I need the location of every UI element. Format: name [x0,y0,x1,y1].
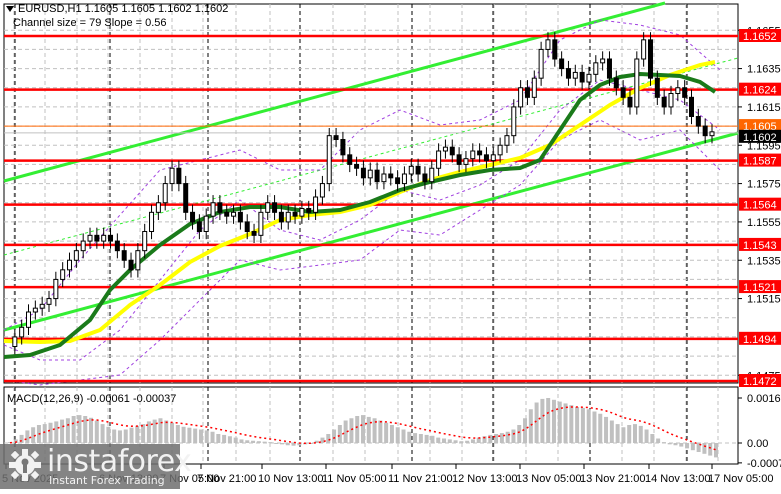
moving-averages [3,60,717,359]
time-tick-label: 11 Nov 05:00 [322,473,387,485]
symbol-ohlc-text: EURUSD,H1 1.1605 1.1605 1.1602 1.1602 [18,3,229,15]
price-tick-label: 1.1535 [747,255,781,267]
price-tick-label: 1.1635 [747,64,781,76]
time-tick-label: 14 Nov 13:00 [645,473,710,485]
svg-text:1.1624: 1.1624 [743,85,777,97]
dropdown-triangle-icon[interactable] [6,6,14,13]
time-tick-label: 11 Nov 21:00 [388,473,453,485]
svg-text:1.1602: 1.1602 [743,132,777,144]
watermark-logo: instaforex Instant Forex Trading [0,444,192,489]
current-price-tag [739,129,781,143]
macd-signal-line [9,406,717,451]
chart-title: EURUSD,H1 1.1605 1.1605 1.1602 1.1602 [6,3,228,15]
time-tick-label: 10 Nov 13:00 [258,473,323,485]
level-price-tag [739,29,781,42]
price-tick-label: 1.1515 [747,294,781,306]
price-tick-label: 1.1575 [747,179,781,191]
level-price-tag [739,280,781,294]
level-price-tag [739,331,781,345]
price-tick-label: 1.1595 [747,140,781,152]
macd-label: MACD(12,26,9) -0.00061 -0.00037 [7,393,177,405]
time-tick-label: 7 Nov 21:00 [197,473,256,485]
svg-text:1.1521: 1.1521 [743,282,777,294]
candlesticks[interactable] [12,32,715,355]
level-price-tag [739,374,781,387]
watermark-tagline: Instant Forex Trading [49,474,165,487]
price-tick-label: 1.1615 [747,102,781,114]
macd-tick-label: -0.00072 [747,458,781,470]
price-tick-label: 1.1555 [747,217,781,229]
svg-text:1.1543: 1.1543 [743,240,777,252]
time-tick-label: 12 Nov 13:00 [452,473,517,485]
level-price-tag [739,237,781,251]
level-price-tag [739,153,781,167]
svg-text:1.1564: 1.1564 [743,200,777,212]
macd-tick-label: 0.00 [747,438,768,450]
level-price-tag [739,82,781,96]
bid-price-tag [739,119,781,133]
time-tick-label: 13 Nov 21:00 [580,473,645,485]
time-tick-label: 13 Nov 05:00 [516,473,581,485]
svg-text:1.1652: 1.1652 [743,31,777,43]
price-pane [3,3,739,384]
channel-info: Channel size = 79 Slope = 0.56 [13,17,167,29]
level-price-tag [739,197,781,211]
gear-logo-icon [9,449,41,481]
macd-tick-label: 0.00163 [747,393,781,405]
macd-histogram [8,398,718,458]
time-tick-label: 17 Nov 05:00 [708,473,773,485]
svg-text:1.1472: 1.1472 [743,376,777,388]
svg-text:1.1587: 1.1587 [743,156,777,168]
price-axis[interactable]: 1.16551.16351.16151.15951.15751.15551.15… [738,25,781,388]
svg-text:1.1494: 1.1494 [743,334,777,346]
envelope-bands [3,19,721,386]
watermark-brand: instaforex [47,444,192,479]
